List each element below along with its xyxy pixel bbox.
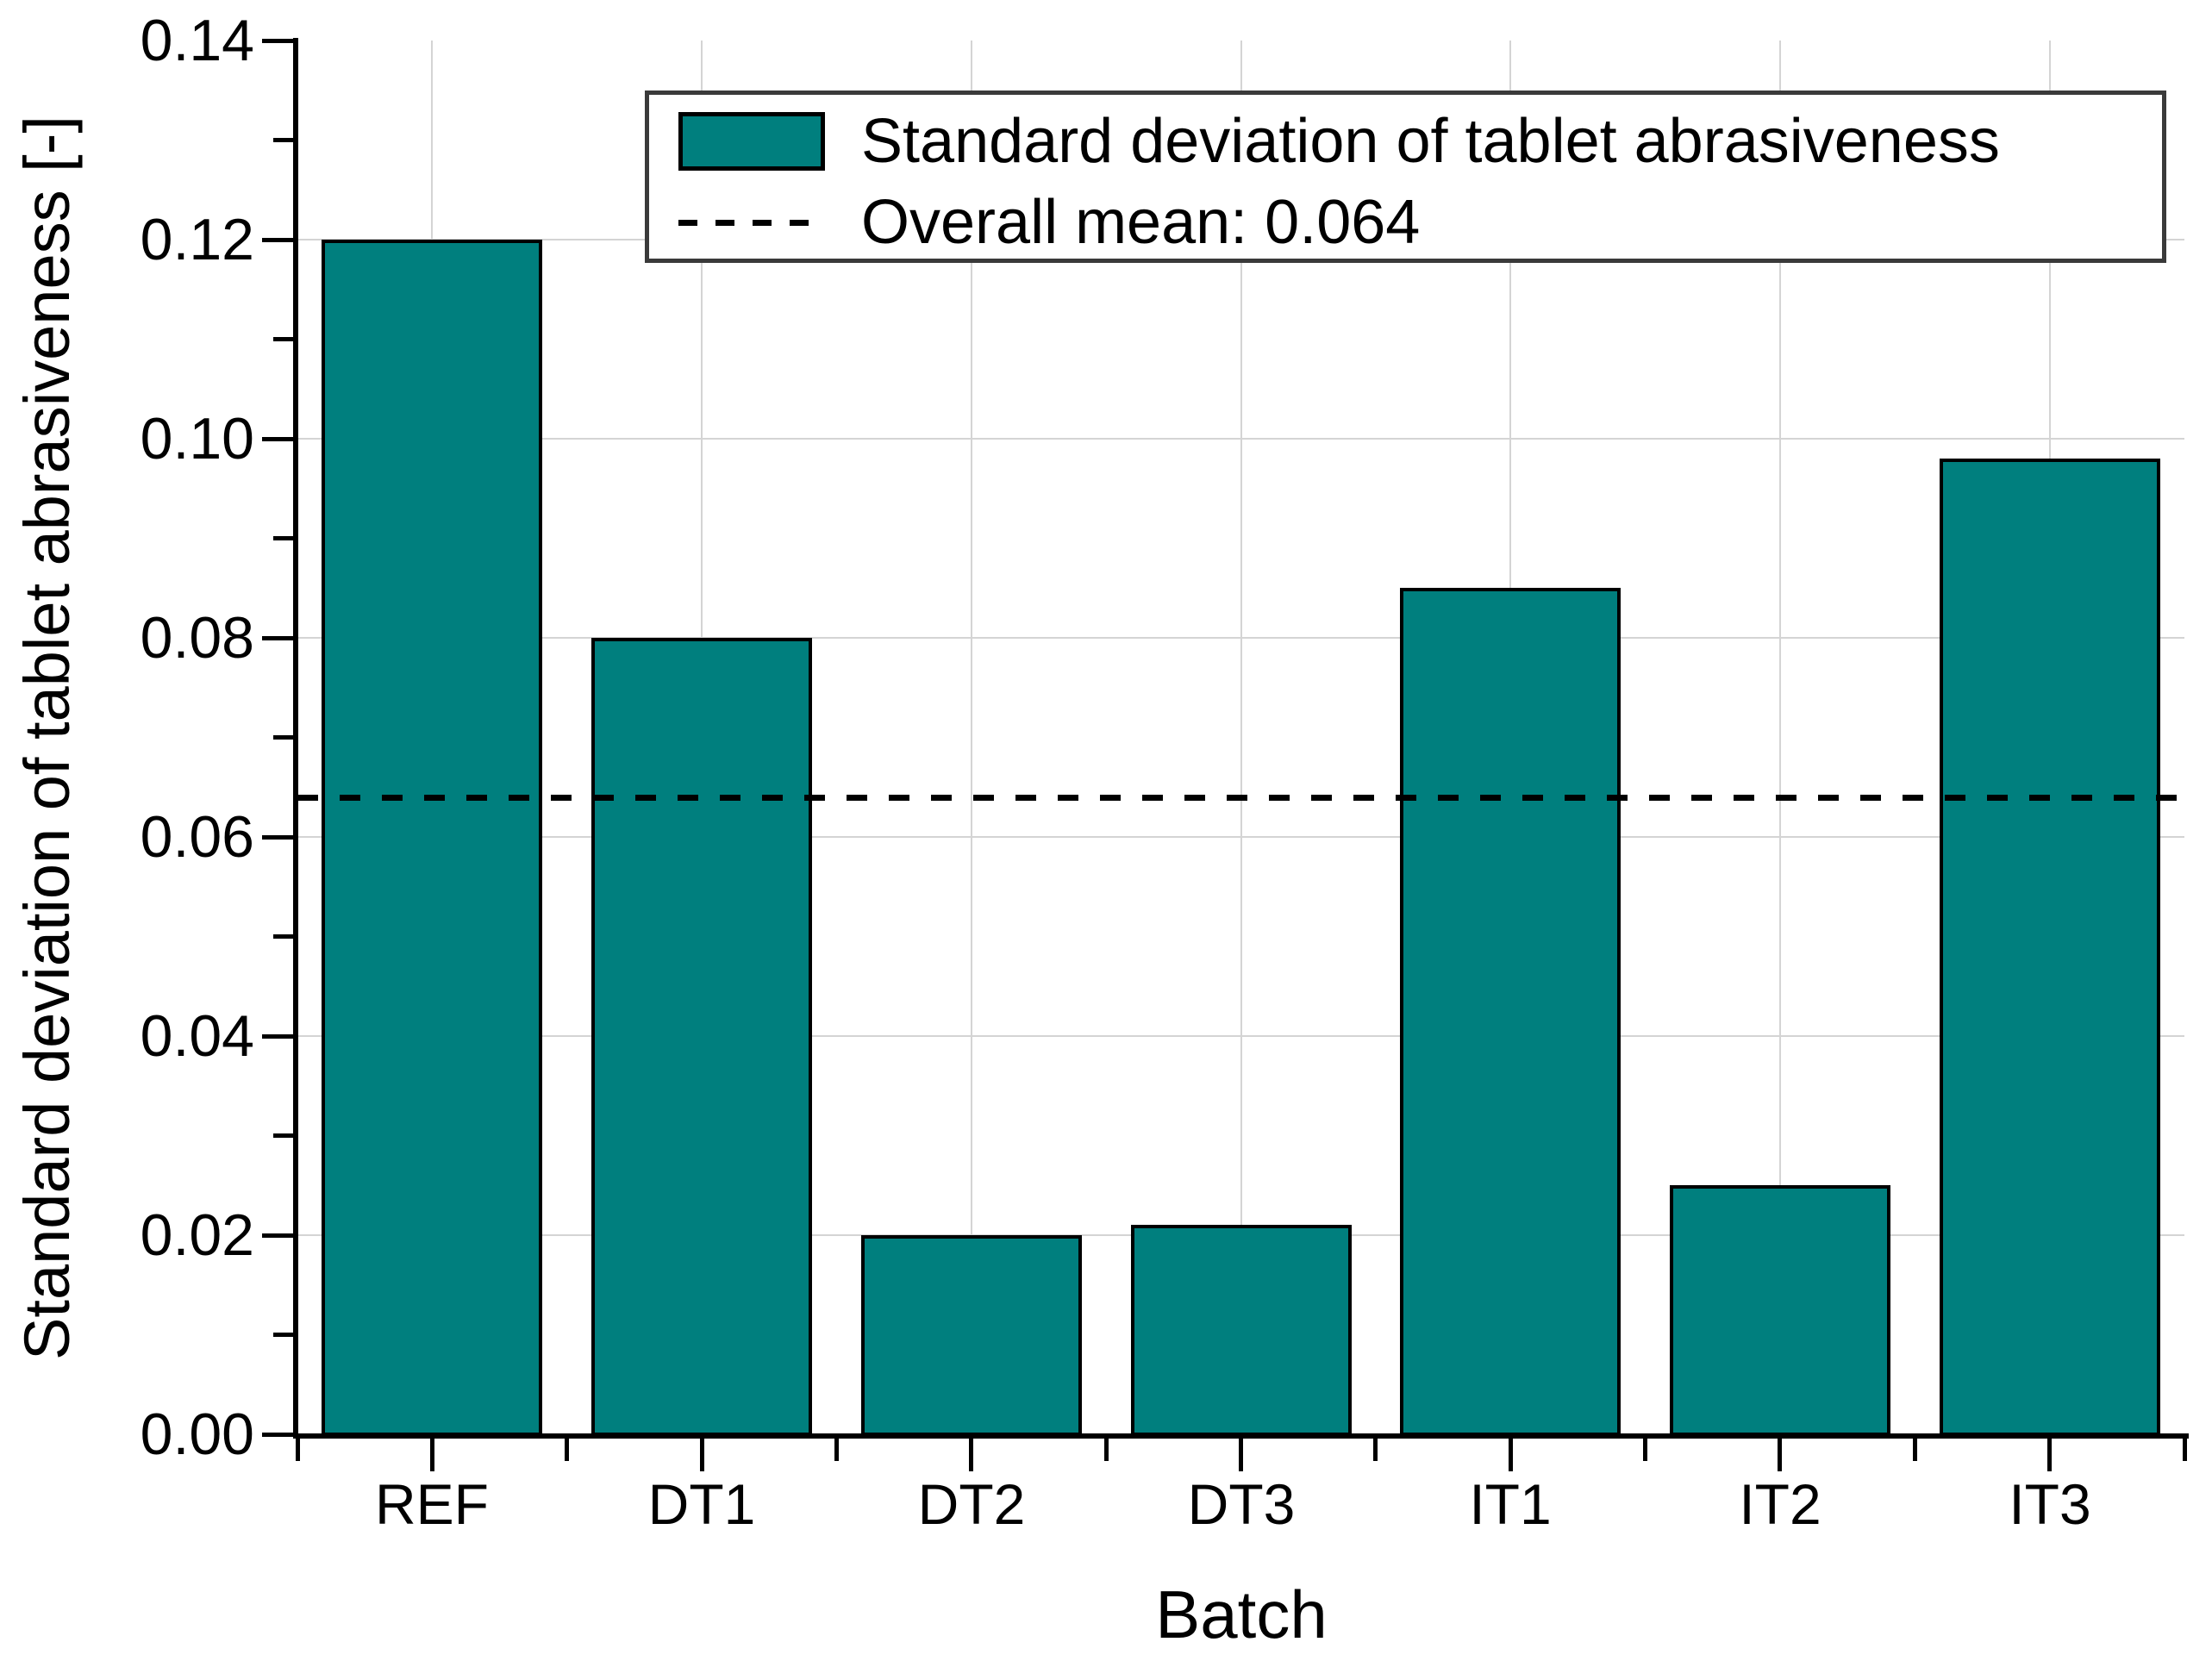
x-major-tick: [1778, 1439, 1782, 1471]
bar-DT3: [1131, 1225, 1352, 1436]
v-gridline-DT3: [1240, 41, 1242, 1434]
y-minor-tick: [273, 934, 293, 939]
y-major-tick: [262, 39, 293, 43]
y-minor-tick: [273, 1333, 293, 1337]
v-gridline-IT2: [1778, 41, 1781, 1434]
x-major-tick: [430, 1439, 434, 1471]
x-major-tick: [700, 1439, 704, 1471]
y-major-tick: [262, 1433, 293, 1437]
overall-mean-line: [297, 795, 2184, 801]
x-tick-label-DT2: DT2: [917, 1472, 1026, 1536]
x-major-tick: [1509, 1439, 1513, 1471]
v-gridline-DT2: [970, 41, 972, 1434]
y-minor-tick: [273, 337, 293, 341]
y-minor-tick: [273, 1133, 293, 1138]
x-boundary-tick: [1373, 1439, 1378, 1461]
legend-entry-bars: Standard deviation of tablet abrasivenes…: [649, 100, 2162, 183]
x-major-tick: [969, 1439, 973, 1471]
y-tick-label: 0.02: [140, 1202, 254, 1268]
y-tick-label: 0.06: [140, 804, 254, 870]
x-boundary-tick: [1104, 1439, 1109, 1461]
bar-IT1: [1400, 588, 1621, 1436]
x-boundary-tick: [296, 1439, 300, 1461]
y-tick-label: 0.04: [140, 1003, 254, 1069]
bar-DT2: [861, 1235, 1082, 1436]
y-major-tick: [262, 636, 293, 640]
y-minor-tick: [273, 735, 293, 740]
y-axis-line: [293, 38, 298, 1439]
x-axis-line: [293, 1433, 2189, 1439]
x-boundary-tick: [1913, 1439, 1917, 1461]
x-tick-label-IT1: IT1: [1469, 1472, 1552, 1536]
y-major-tick: [262, 835, 293, 840]
bar-IT2: [1670, 1185, 1890, 1436]
y-tick-label: 0.10: [140, 406, 254, 471]
legend-box: Standard deviation of tablet abrasivenes…: [645, 91, 2166, 263]
x-major-tick: [2047, 1439, 2052, 1471]
bar-IT3: [1940, 459, 2160, 1436]
x-boundary-tick: [834, 1439, 839, 1461]
bar-REF: [322, 240, 542, 1436]
y-minor-tick: [273, 138, 293, 142]
x-axis-title: Batch: [1155, 1576, 1328, 1652]
legend-bar-swatch: [678, 112, 825, 171]
y-minor-tick: [273, 536, 293, 540]
x-tick-label-DT1: DT1: [647, 1472, 756, 1536]
legend-mean-label: Overall mean: 0.064: [861, 188, 1421, 257]
legend-entry-mean: Overall mean: 0.064: [649, 181, 2162, 264]
x-tick-label-IT2: IT2: [1739, 1472, 1821, 1536]
y-major-tick: [262, 437, 293, 441]
x-tick-label-IT3: IT3: [2009, 1472, 2091, 1536]
y-major-tick: [262, 238, 293, 242]
legend-bar-label: Standard deviation of tablet abrasivenes…: [861, 107, 2000, 176]
y-tick-label: 0.00: [140, 1402, 254, 1467]
legend-dash-sample: [678, 219, 825, 226]
y-major-tick: [262, 1233, 293, 1238]
x-boundary-tick: [1643, 1439, 1647, 1461]
y-tick-label: 0.12: [140, 207, 254, 272]
x-boundary-tick: [565, 1439, 569, 1461]
x-major-tick: [1239, 1439, 1243, 1471]
y-tick-label: 0.14: [140, 8, 254, 73]
y-tick-label: 0.08: [140, 605, 254, 671]
x-tick-label-REF: REF: [375, 1472, 489, 1536]
bar-DT1: [591, 638, 812, 1436]
y-major-tick: [262, 1034, 293, 1039]
x-boundary-tick: [2183, 1439, 2187, 1461]
x-tick-label-DT3: DT3: [1187, 1472, 1296, 1536]
